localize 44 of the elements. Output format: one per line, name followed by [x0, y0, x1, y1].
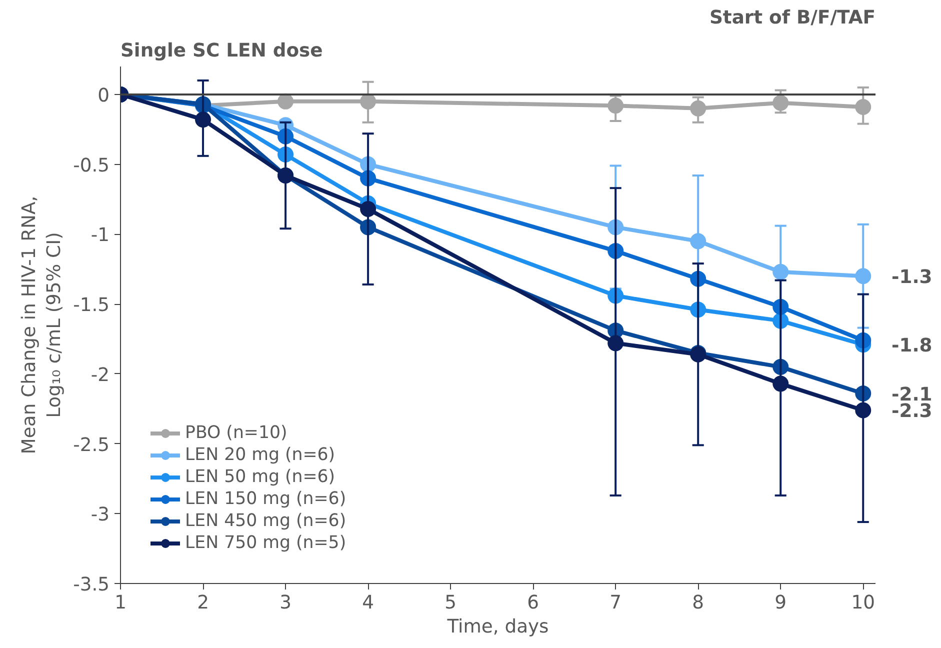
legend-label: PBO (n=10) — [185, 423, 288, 443]
x-tick-label: 2 — [197, 592, 209, 614]
point — [690, 100, 706, 116]
data-label: -1.8 — [892, 336, 932, 357]
point — [278, 93, 294, 110]
x-tick-label: 3 — [280, 592, 292, 614]
point — [855, 402, 872, 418]
legend-label: LEN 20 mg (n=6) — [185, 445, 336, 465]
text: Start of B/F/TAF — [709, 8, 876, 28]
y-tick-label: 0 — [98, 85, 110, 106]
point — [772, 94, 789, 111]
legend-label: LEN 50 mg (n=6) — [185, 467, 336, 487]
point — [608, 335, 624, 352]
y-tick-label: -1 — [90, 225, 110, 246]
point — [690, 233, 706, 250]
point — [772, 376, 789, 392]
x-tick-label: 9 — [774, 592, 787, 614]
x-tick-label: 4 — [362, 592, 374, 614]
y-axis-title: Mean Change in HIV-1 RNA, Log₁₀ c/mL (95% CI) — [18, 196, 66, 454]
y-tick-label: -3 — [90, 504, 110, 526]
x-tick-label: 8 — [692, 592, 704, 614]
data-label: -1.3 — [892, 267, 932, 288]
x-tick-label: 6 — [527, 592, 540, 614]
y-tick-label: -1.5 — [73, 295, 110, 316]
x-tick-label: 5 — [444, 592, 456, 614]
x-axis-title: Time, days — [446, 616, 549, 638]
text: Single SC LEN dose — [120, 40, 323, 62]
y-tick-label: -3.5 — [73, 574, 110, 596]
data-label: -2.3 — [892, 401, 932, 422]
x-tick-label: 10 — [851, 592, 876, 614]
point — [360, 201, 376, 218]
legend-label: LEN 750 mg (n=5) — [185, 533, 346, 553]
point — [772, 264, 789, 280]
y-tick-label: -2 — [90, 364, 110, 386]
legend-label: LEN 150 mg (n=6) — [185, 489, 346, 509]
x-tick-label: 1 — [114, 592, 126, 614]
y-tick-label: -2.5 — [73, 434, 110, 456]
y-tick-label: -0.5 — [73, 155, 110, 176]
point — [855, 268, 872, 284]
point — [195, 112, 212, 128]
point — [855, 99, 872, 116]
x-tick-label: 7 — [610, 592, 622, 614]
point — [608, 98, 624, 114]
legend-label: LEN 450 mg (n=6) — [185, 511, 346, 531]
